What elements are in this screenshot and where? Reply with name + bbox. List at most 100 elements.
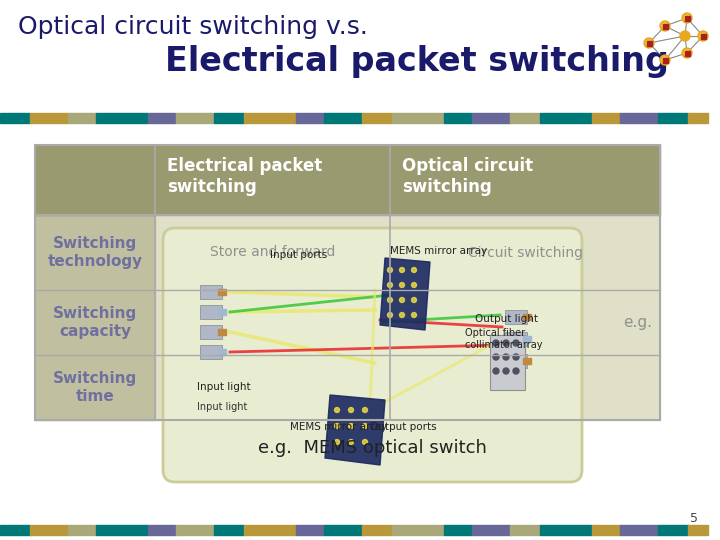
Bar (510, 113, 540, 123)
Bar (35, 145, 660, 215)
Circle shape (493, 354, 499, 360)
Bar (505, 354, 527, 368)
Text: MEMS mirror array: MEMS mirror array (290, 422, 387, 432)
Bar (35, 145, 660, 420)
Circle shape (662, 23, 668, 29)
Circle shape (682, 13, 692, 23)
Bar (148, 113, 176, 123)
Circle shape (644, 38, 654, 48)
Bar (444, 113, 472, 123)
Bar (592, 525, 620, 535)
Bar (176, 525, 214, 535)
Text: Optical fiber
collimator array: Optical fiber collimator array (465, 328, 542, 350)
Bar (30, 525, 68, 535)
Circle shape (503, 354, 509, 360)
Circle shape (335, 408, 340, 413)
Bar (200, 345, 222, 359)
Circle shape (662, 57, 668, 63)
Circle shape (400, 282, 405, 287)
Bar (148, 525, 176, 535)
Bar (658, 525, 688, 535)
Bar (523, 336, 531, 342)
Bar (35, 145, 155, 420)
Text: Input light: Input light (197, 402, 248, 412)
Circle shape (387, 313, 392, 318)
Circle shape (660, 21, 670, 31)
Text: MEMS mirror array: MEMS mirror array (390, 246, 487, 256)
Bar (0, 525, 30, 535)
Bar (96, 525, 148, 535)
Bar (523, 358, 531, 364)
Bar (0, 113, 30, 123)
Bar (35, 145, 155, 215)
Bar (647, 40, 652, 45)
Circle shape (493, 340, 499, 346)
Bar (244, 525, 296, 535)
Circle shape (400, 298, 405, 302)
Circle shape (684, 50, 690, 56)
Text: e.g.: e.g. (623, 315, 652, 330)
Bar (296, 525, 324, 535)
Bar (214, 525, 244, 535)
Bar (662, 57, 667, 63)
Text: Store and forward: Store and forward (210, 246, 336, 260)
Text: Optical circuit switching v.s.: Optical circuit switching v.s. (18, 15, 368, 39)
Bar (472, 525, 510, 535)
Circle shape (335, 423, 340, 429)
Bar (472, 113, 510, 123)
Circle shape (698, 31, 708, 41)
Bar (68, 113, 96, 123)
Circle shape (335, 440, 340, 444)
Circle shape (503, 340, 509, 346)
Bar (214, 113, 244, 123)
Circle shape (513, 368, 519, 374)
Bar (200, 285, 222, 299)
Polygon shape (380, 258, 430, 330)
Bar (218, 329, 226, 335)
Bar (505, 310, 527, 324)
Bar (362, 113, 392, 123)
Circle shape (513, 354, 519, 360)
Bar (444, 525, 472, 535)
Circle shape (362, 408, 367, 413)
Circle shape (412, 313, 416, 318)
Bar (96, 113, 148, 123)
Circle shape (700, 33, 706, 39)
Text: Output ports: Output ports (370, 422, 436, 432)
Circle shape (660, 55, 670, 65)
Text: Electrical packet
switching: Electrical packet switching (167, 157, 323, 196)
Bar (392, 113, 444, 123)
Circle shape (400, 267, 405, 273)
Bar (200, 325, 222, 339)
Circle shape (646, 40, 652, 46)
Text: Input ports: Input ports (270, 250, 328, 260)
Bar (200, 305, 222, 319)
Bar (540, 113, 592, 123)
Circle shape (387, 298, 392, 302)
Circle shape (684, 15, 690, 21)
Bar (510, 525, 540, 535)
Bar (218, 349, 226, 355)
Bar (620, 525, 658, 535)
Circle shape (362, 423, 367, 429)
Text: Switching
time: Switching time (53, 372, 137, 404)
Bar (701, 33, 706, 38)
Circle shape (348, 408, 354, 413)
Bar (35, 145, 660, 420)
Circle shape (387, 267, 392, 273)
Text: Switching
technology: Switching technology (48, 237, 143, 269)
Circle shape (680, 31, 690, 41)
Bar (490, 335, 525, 390)
Bar (244, 113, 296, 123)
Bar (688, 525, 708, 535)
Bar (176, 113, 214, 123)
Bar (362, 525, 392, 535)
Circle shape (493, 368, 499, 374)
Circle shape (412, 282, 416, 287)
Circle shape (387, 282, 392, 287)
Bar (523, 314, 531, 320)
Bar (324, 525, 362, 535)
Circle shape (682, 48, 692, 58)
Polygon shape (325, 395, 385, 465)
Bar (662, 24, 667, 29)
